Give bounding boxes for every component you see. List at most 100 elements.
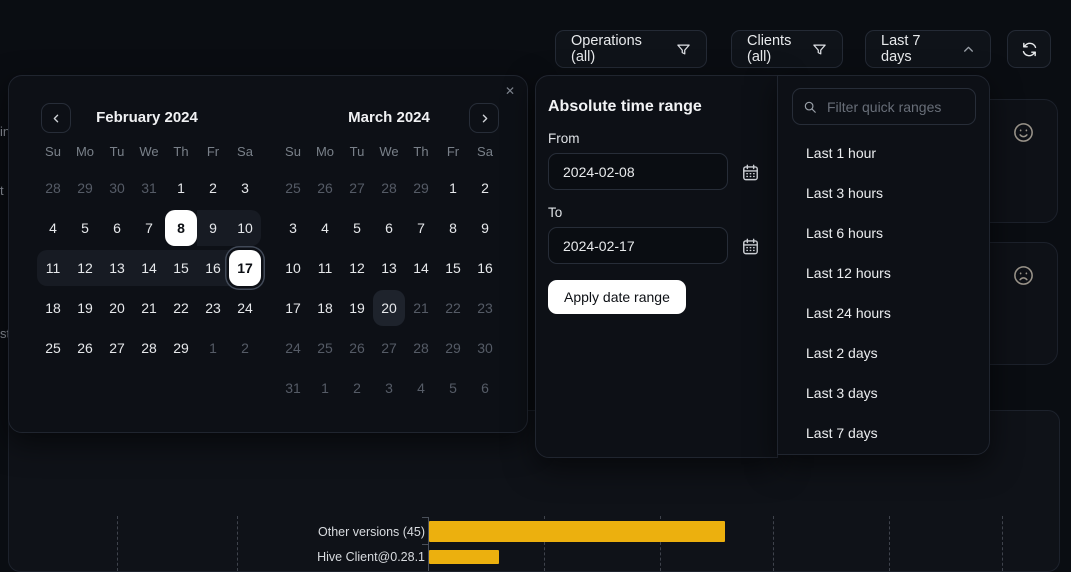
refresh-button[interactable]	[1007, 30, 1051, 68]
operations-filter-button[interactable]: Operations (all)	[555, 30, 707, 68]
calendar-day[interactable]: 8	[449, 220, 457, 236]
calendar-day[interactable]: 27	[381, 340, 397, 356]
calendar-day[interactable]: 12	[69, 250, 101, 286]
quick-range-item[interactable]: Last 3 days	[806, 385, 878, 401]
calendar-day[interactable]: 26	[317, 180, 333, 196]
calendar-day[interactable]: 27	[109, 340, 125, 356]
calendar-day[interactable]: 21	[141, 300, 157, 316]
calendar-day[interactable]: 26	[77, 340, 93, 356]
quick-range-item[interactable]: Last 1 hour	[806, 145, 877, 161]
calendar-day[interactable]: 14	[133, 250, 165, 286]
quick-range-item[interactable]: Last 3 hours	[806, 185, 884, 201]
calendar-day[interactable]: 16	[197, 250, 229, 286]
time-range-dropdown-button[interactable]: Last 7 days	[865, 30, 991, 68]
calendar-day[interactable]: 19	[77, 300, 93, 316]
calendar-day[interactable]: 11	[37, 250, 69, 286]
calendar-day[interactable]: 9	[481, 220, 489, 236]
calendar-day[interactable]: 31	[141, 180, 157, 196]
close-icon[interactable]: ✕	[504, 84, 515, 98]
next-month-button[interactable]	[469, 103, 499, 133]
to-calendar-icon[interactable]	[737, 233, 763, 259]
quick-range-item[interactable]: Last 2 days	[806, 345, 878, 361]
calendar-day[interactable]: 19	[349, 300, 365, 316]
calendar-day[interactable]: 30	[477, 340, 493, 356]
calendar-day[interactable]: 5	[449, 380, 457, 396]
calendar-day[interactable]: 20	[109, 300, 125, 316]
calendar-day[interactable]: 15	[445, 260, 461, 276]
calendar-day[interactable]: 22	[173, 300, 189, 316]
to-date-input[interactable]	[548, 227, 728, 264]
quick-range-item[interactable]: Last 6 hours	[806, 225, 884, 241]
calendar-day[interactable]: 28	[141, 340, 157, 356]
calendar-day[interactable]: 1	[449, 180, 457, 196]
calendar-day[interactable]: 3	[241, 180, 249, 196]
calendar-day[interactable]: 24	[237, 300, 253, 316]
calendar-day[interactable]: 9	[197, 210, 229, 246]
calendar-day[interactable]: 2	[353, 380, 361, 396]
calendar-day[interactable]: 29	[77, 180, 93, 196]
calendar-day[interactable]: 25	[285, 180, 301, 196]
calendar-day[interactable]: 8	[165, 210, 197, 246]
calendar-day[interactable]: 30	[109, 180, 125, 196]
calendar-day[interactable]: 2	[481, 180, 489, 196]
calendar-day[interactable]: 12	[349, 260, 365, 276]
calendar-day[interactable]: 3	[289, 220, 297, 236]
calendar-day[interactable]: 28	[45, 180, 61, 196]
calendar-day[interactable]: 18	[45, 300, 61, 316]
calendar-day[interactable]: 10	[229, 210, 261, 246]
bar[interactable]	[429, 549, 499, 564]
calendar-day[interactable]: 13	[381, 260, 397, 276]
apply-date-range-button[interactable]: Apply date range	[548, 280, 686, 314]
calendar-day[interactable]: 15	[165, 250, 197, 286]
calendar-day[interactable]: 10	[285, 260, 301, 276]
calendar-day[interactable]: 17	[229, 250, 261, 286]
calendar-day[interactable]: 23	[205, 300, 221, 316]
calendar-day[interactable]: 4	[49, 220, 57, 236]
calendar-day[interactable]: 1	[209, 340, 217, 356]
calendar-day[interactable]: 3	[385, 380, 393, 396]
calendar-day[interactable]: 17	[285, 300, 301, 316]
calendar-day[interactable]: 31	[285, 380, 301, 396]
from-calendar-icon[interactable]	[737, 159, 763, 185]
calendar-day[interactable]: 11	[317, 260, 333, 276]
calendar-day[interactable]: 4	[321, 220, 329, 236]
calendar-day[interactable]: 7	[145, 220, 153, 236]
calendar-day[interactable]: 18	[317, 300, 333, 316]
calendar-day[interactable]: 22	[445, 300, 461, 316]
calendar-day[interactable]: 14	[413, 260, 429, 276]
calendar-day[interactable]: 6	[385, 220, 393, 236]
calendar-day[interactable]: 25	[45, 340, 61, 356]
calendar-day[interactable]: 28	[381, 180, 397, 196]
quick-range-item[interactable]: Last 7 days	[806, 425, 878, 441]
calendar-day[interactable]: 2	[241, 340, 249, 356]
calendar-day[interactable]: 29	[445, 340, 461, 356]
quick-range-item[interactable]: Last 24 hours	[806, 305, 891, 321]
calendar-day[interactable]: 26	[349, 340, 365, 356]
calendar-day[interactable]: 5	[353, 220, 361, 236]
calendar-day[interactable]: 2	[209, 180, 217, 196]
calendar-day[interactable]: 25	[317, 340, 333, 356]
calendar-day[interactable]: 20	[373, 290, 405, 326]
calendar-day[interactable]: 16	[477, 260, 493, 276]
calendar-day[interactable]: 29	[173, 340, 189, 356]
calendar-day[interactable]: 24	[285, 340, 301, 356]
calendar-day[interactable]: 23	[477, 300, 493, 316]
bar[interactable]	[429, 521, 725, 542]
calendar-day[interactable]: 1	[177, 180, 185, 196]
calendar-day[interactable]: 4	[417, 380, 425, 396]
calendar-day[interactable]: 7	[417, 220, 425, 236]
calendar-day[interactable]: 27	[349, 180, 365, 196]
from-date-input[interactable]	[548, 153, 728, 190]
calendar-day[interactable]: 29	[413, 180, 429, 196]
quick-range-item[interactable]: Last 12 hours	[806, 265, 891, 281]
calendar-day[interactable]: 6	[113, 220, 121, 236]
clients-filter-button[interactable]: Clients (all)	[731, 30, 843, 68]
calendar-day[interactable]: 6	[481, 380, 489, 396]
calendar-day[interactable]: 1	[321, 380, 329, 396]
calendar-day[interactable]: 5	[81, 220, 89, 236]
calendar-day[interactable]: 21	[413, 300, 429, 316]
prev-month-button[interactable]	[41, 103, 71, 133]
calendar-day[interactable]: 13	[101, 250, 133, 286]
calendar-day[interactable]: 28	[413, 340, 429, 356]
filter-quick-ranges-input[interactable]	[825, 97, 965, 116]
